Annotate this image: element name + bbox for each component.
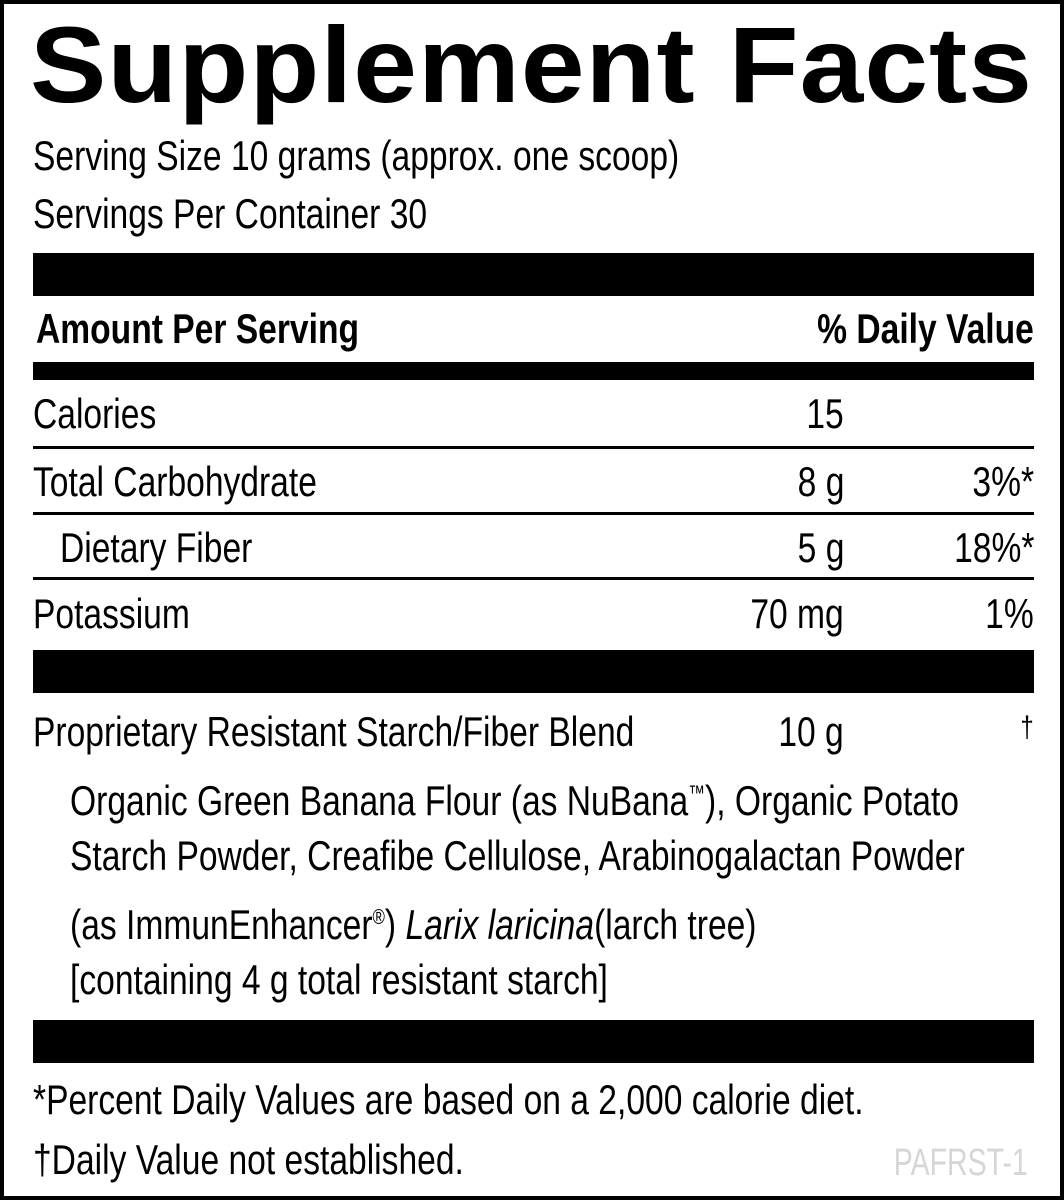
row-fiber-dv: 18%*	[953, 524, 1034, 571]
row-divider	[33, 512, 1034, 515]
thick-divider	[33, 650, 1034, 693]
blend-dv: †	[1020, 711, 1034, 744]
row-calories-name: Calories	[33, 390, 157, 437]
blend-ingredients-line4: [containing 4 g total resistant starch]	[70, 956, 608, 1003]
blend-amount: 10 g	[778, 708, 844, 755]
thick-divider	[33, 1020, 1034, 1063]
amount-per-serving-header: Amount Per Serving	[36, 305, 359, 352]
serving-size: Serving Size 10 grams (approx. one scoop…	[33, 132, 680, 179]
row-divider	[33, 446, 1034, 449]
blend-ingredients-line3: (as ImmunEnhancer®) Larix laricina(larch…	[70, 901, 757, 948]
row-carb-name: Total Carbohydrate	[33, 458, 317, 505]
row-potassium-name: Potassium	[33, 590, 190, 637]
thick-divider	[33, 253, 1034, 296]
label-title: Supplement Facts	[30, 4, 1033, 125]
row-fiber-amount: 5 g	[797, 524, 844, 571]
product-code: PAFRST-1	[893, 1142, 1028, 1184]
row-potassium-dv: 1%	[985, 590, 1034, 637]
row-carb-amount: 8 g	[797, 458, 844, 505]
row-potassium-amount: 70 mg	[750, 590, 844, 637]
row-calories-amount: 15	[806, 390, 844, 437]
daily-value-header: % Daily Value	[817, 305, 1034, 352]
blend-ingredients-line1: Organic Green Banana Flour (as NuBana™),…	[70, 777, 959, 824]
medium-divider	[33, 362, 1034, 380]
row-carb-dv: 3%*	[972, 458, 1034, 505]
footnote-dagger: †Daily Value not established.	[33, 1136, 464, 1183]
servings-per-container: Servings Per Container 30	[33, 190, 428, 237]
footnote-dv: *Percent Daily Values are based on a 2,0…	[33, 1076, 864, 1123]
row-fiber-name: Dietary Fiber	[60, 524, 253, 571]
row-divider	[33, 577, 1034, 580]
blend-name: Proprietary Resistant Starch/Fiber Blend	[33, 708, 635, 755]
blend-ingredients-line2: Starch Powder, Creafibe Cellulose, Arabi…	[70, 832, 965, 879]
